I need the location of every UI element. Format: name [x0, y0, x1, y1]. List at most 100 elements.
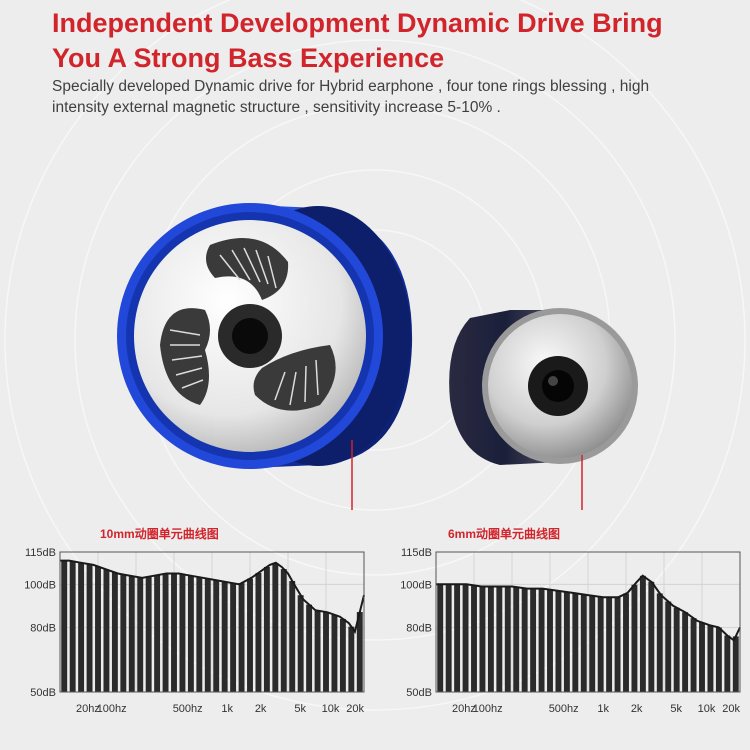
response-bar [103, 569, 110, 692]
response-bar [339, 618, 346, 692]
response-bar [521, 588, 528, 692]
response-bar [555, 590, 562, 692]
response-bar [623, 593, 629, 692]
response-bar [673, 607, 680, 692]
response-bar [162, 573, 169, 692]
response-bar [471, 585, 477, 692]
y-tick-label: 100dB [400, 579, 432, 591]
x-tick-label: 2k [255, 703, 267, 715]
response-bar [61, 560, 68, 692]
response-bar [589, 595, 596, 692]
x-tick-label: 20k [346, 703, 364, 715]
response-bar [289, 581, 296, 692]
chart-frame [435, 551, 741, 693]
response-bar [547, 589, 553, 692]
small-driver [449, 308, 638, 465]
response-bar [462, 584, 469, 692]
response-bar [179, 574, 186, 692]
page-description: Specially developed Dynamic drive for Hy… [52, 78, 650, 116]
x-tick-label: 500hz [173, 703, 203, 715]
y-tick-label: 50dB [30, 687, 56, 699]
response-bar [221, 581, 228, 692]
response-bar [614, 597, 621, 692]
y-tick-label: 80dB [30, 622, 56, 634]
large-driver [117, 203, 413, 469]
response-bar [454, 584, 461, 692]
response-bar [171, 573, 177, 692]
y-tick-label: 100dB [24, 579, 56, 591]
response-bar [297, 595, 304, 692]
y-tick-label: 115dB [25, 547, 56, 559]
response-bar [732, 636, 739, 692]
response-bar [563, 592, 570, 692]
response-bar [204, 578, 211, 692]
response-bar [724, 635, 731, 692]
x-tick-label: 100hz [473, 703, 503, 715]
response-bar [513, 587, 520, 692]
page-headline: Independent Development Dynamic Drive Br… [52, 8, 663, 73]
response-bar [238, 583, 245, 692]
response-bar [348, 626, 355, 692]
response-bar [656, 593, 663, 692]
x-tick-label: 2k [631, 703, 643, 715]
chart-title-10mm: 10mm动圈单元曲线图 [100, 527, 219, 541]
response-bar [445, 584, 452, 692]
response-bar [213, 580, 220, 692]
response-bar [86, 564, 93, 692]
response-bar [487, 586, 494, 692]
response-bar [665, 601, 672, 692]
x-tick-label: 5k [294, 703, 306, 715]
response-bar [682, 612, 689, 692]
response-bar [306, 604, 313, 692]
x-tick-label: 10k [322, 703, 340, 715]
response-bar [154, 575, 161, 692]
x-tick-label: 10k [698, 703, 716, 715]
x-tick-label: 1k [597, 703, 609, 715]
x-tick-label: 20hz [76, 703, 100, 715]
chart-title-6mm: 6mm动圈单元曲线图 [448, 527, 561, 541]
y-tick-label: 50dB [406, 687, 432, 699]
response-bar [690, 618, 697, 692]
response-curve [436, 574, 741, 642]
response-bar [196, 577, 203, 692]
x-tick-label: 20hz [452, 703, 476, 715]
response-bar [247, 578, 253, 692]
response-bar [145, 576, 152, 692]
response-bar [707, 625, 714, 692]
response-bar [639, 575, 646, 692]
response-bar [120, 574, 127, 692]
response-bar [597, 596, 604, 692]
x-tick-label: 500hz [549, 703, 579, 715]
x-tick-label: 100hz [97, 703, 127, 715]
response-bar [78, 562, 85, 692]
response-bar [538, 588, 545, 692]
response-bar [504, 586, 511, 692]
frequency-chart-6mm: 115dB 100dB 80dB 50dB 20hz 100hz 500hz 1k 2k 5k 1… [376, 540, 748, 720]
response-bar [631, 584, 638, 692]
response-bar [280, 569, 287, 692]
x-tick-label: 1k [221, 703, 233, 715]
response-bar [572, 593, 579, 692]
response-bar [111, 572, 118, 692]
response-bar [187, 575, 194, 692]
response-bar [356, 612, 363, 692]
response-bar [69, 561, 76, 692]
response-bar [137, 577, 144, 692]
response-bar [255, 572, 262, 692]
response-bar [437, 584, 444, 692]
y-tick-label: 115dB [401, 547, 432, 559]
response-bar [323, 612, 329, 692]
chart-frame [59, 551, 365, 693]
response-bar [699, 622, 705, 692]
frequency-chart-10mm: 115dB 100dB 80dB 50dB 20hz 100hz 500hz 1k 2k 5k 1… [0, 540, 372, 720]
response-bar [95, 566, 101, 692]
response-bar [272, 562, 279, 692]
response-bar [648, 581, 655, 692]
response-bar [606, 597, 613, 692]
response-bar [230, 583, 237, 692]
response-bar [128, 576, 135, 692]
y-tick-label: 80dB [406, 622, 432, 634]
x-tick-label: 5k [670, 703, 682, 715]
